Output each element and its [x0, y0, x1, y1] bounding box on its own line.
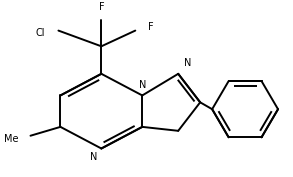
Text: Cl: Cl: [36, 28, 45, 38]
Text: Me: Me: [4, 134, 18, 144]
Text: F: F: [148, 22, 154, 32]
Text: N: N: [184, 58, 192, 68]
Text: N: N: [139, 79, 146, 90]
Text: F: F: [98, 2, 104, 12]
Text: N: N: [90, 152, 97, 162]
